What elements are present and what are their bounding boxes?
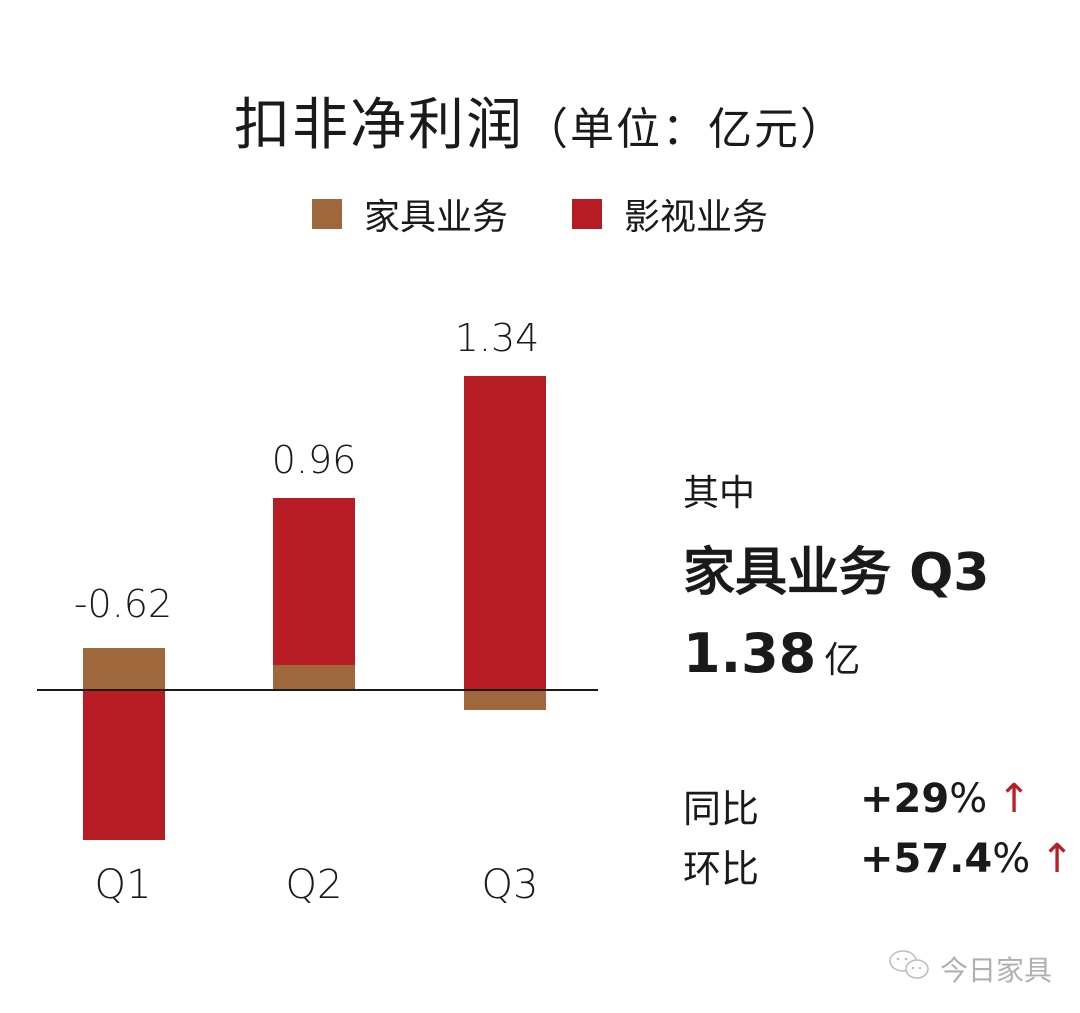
stat-value-yoy-pct: % <box>949 776 988 822</box>
side-value-unit: 亿 <box>824 640 861 681</box>
arrow-up-icon: ↑ <box>1040 836 1074 882</box>
category-label-q3: Q3 <box>481 862 539 908</box>
value-label-q3: 1.34 <box>454 316 540 360</box>
arrow-up-icon: ↑ <box>997 776 1031 822</box>
stat-value-qoq-pct: % <box>992 836 1031 882</box>
category-label-q1: Q1 <box>94 862 152 908</box>
legend-swatch-furniture <box>311 199 342 229</box>
stat-value-yoy: +29% ↑ <box>860 776 1031 822</box>
chart-title: 扣非净利润（单位：亿元） <box>0 80 1080 161</box>
bar-q2-film <box>273 498 355 665</box>
stat-value-yoy-number: +29 <box>860 776 950 822</box>
legend-item-furniture: 家具业务 <box>311 188 508 240</box>
side-value-number: 1.38 <box>683 622 817 685</box>
legend-swatch-film <box>572 199 602 229</box>
watermark: 今日家具 <box>888 948 1052 989</box>
value-label-q2: 0.96 <box>271 438 357 482</box>
bar-q3-furniture <box>464 690 546 710</box>
bar-q1-furniture <box>83 648 165 690</box>
side-value: 1.38 亿 <box>683 622 860 685</box>
legend-item-film: 影视业务 <box>572 188 768 240</box>
bar-q1-film <box>83 690 165 840</box>
wechat-icon <box>888 948 932 989</box>
bar-q2-furniture <box>273 665 355 690</box>
legend: 家具业务 影视业务 <box>0 188 1080 240</box>
legend-label-film: 影视业务 <box>624 197 769 238</box>
stat-value-qoq: +57.4% ↑ <box>860 836 1074 882</box>
bar-q3-film <box>464 376 546 690</box>
category-label-q2: Q2 <box>285 862 343 908</box>
side-intro: 其中 <box>683 473 756 514</box>
title-main: 扣非净利润 <box>234 93 524 158</box>
legend-label-furniture: 家具业务 <box>363 197 508 238</box>
title-unit: （单位：亿元） <box>524 104 846 155</box>
stat-value-qoq-number: +57.4 <box>860 836 993 882</box>
zero-axis-line <box>37 689 598 691</box>
stat-label-qoq: 环比 <box>683 847 760 891</box>
stat-label-yoy: 同比 <box>683 787 760 831</box>
value-label-q1: -0.62 <box>73 582 173 626</box>
side-title: 家具业务 Q3 <box>683 543 990 603</box>
watermark-text: 今日家具 <box>940 953 1053 987</box>
